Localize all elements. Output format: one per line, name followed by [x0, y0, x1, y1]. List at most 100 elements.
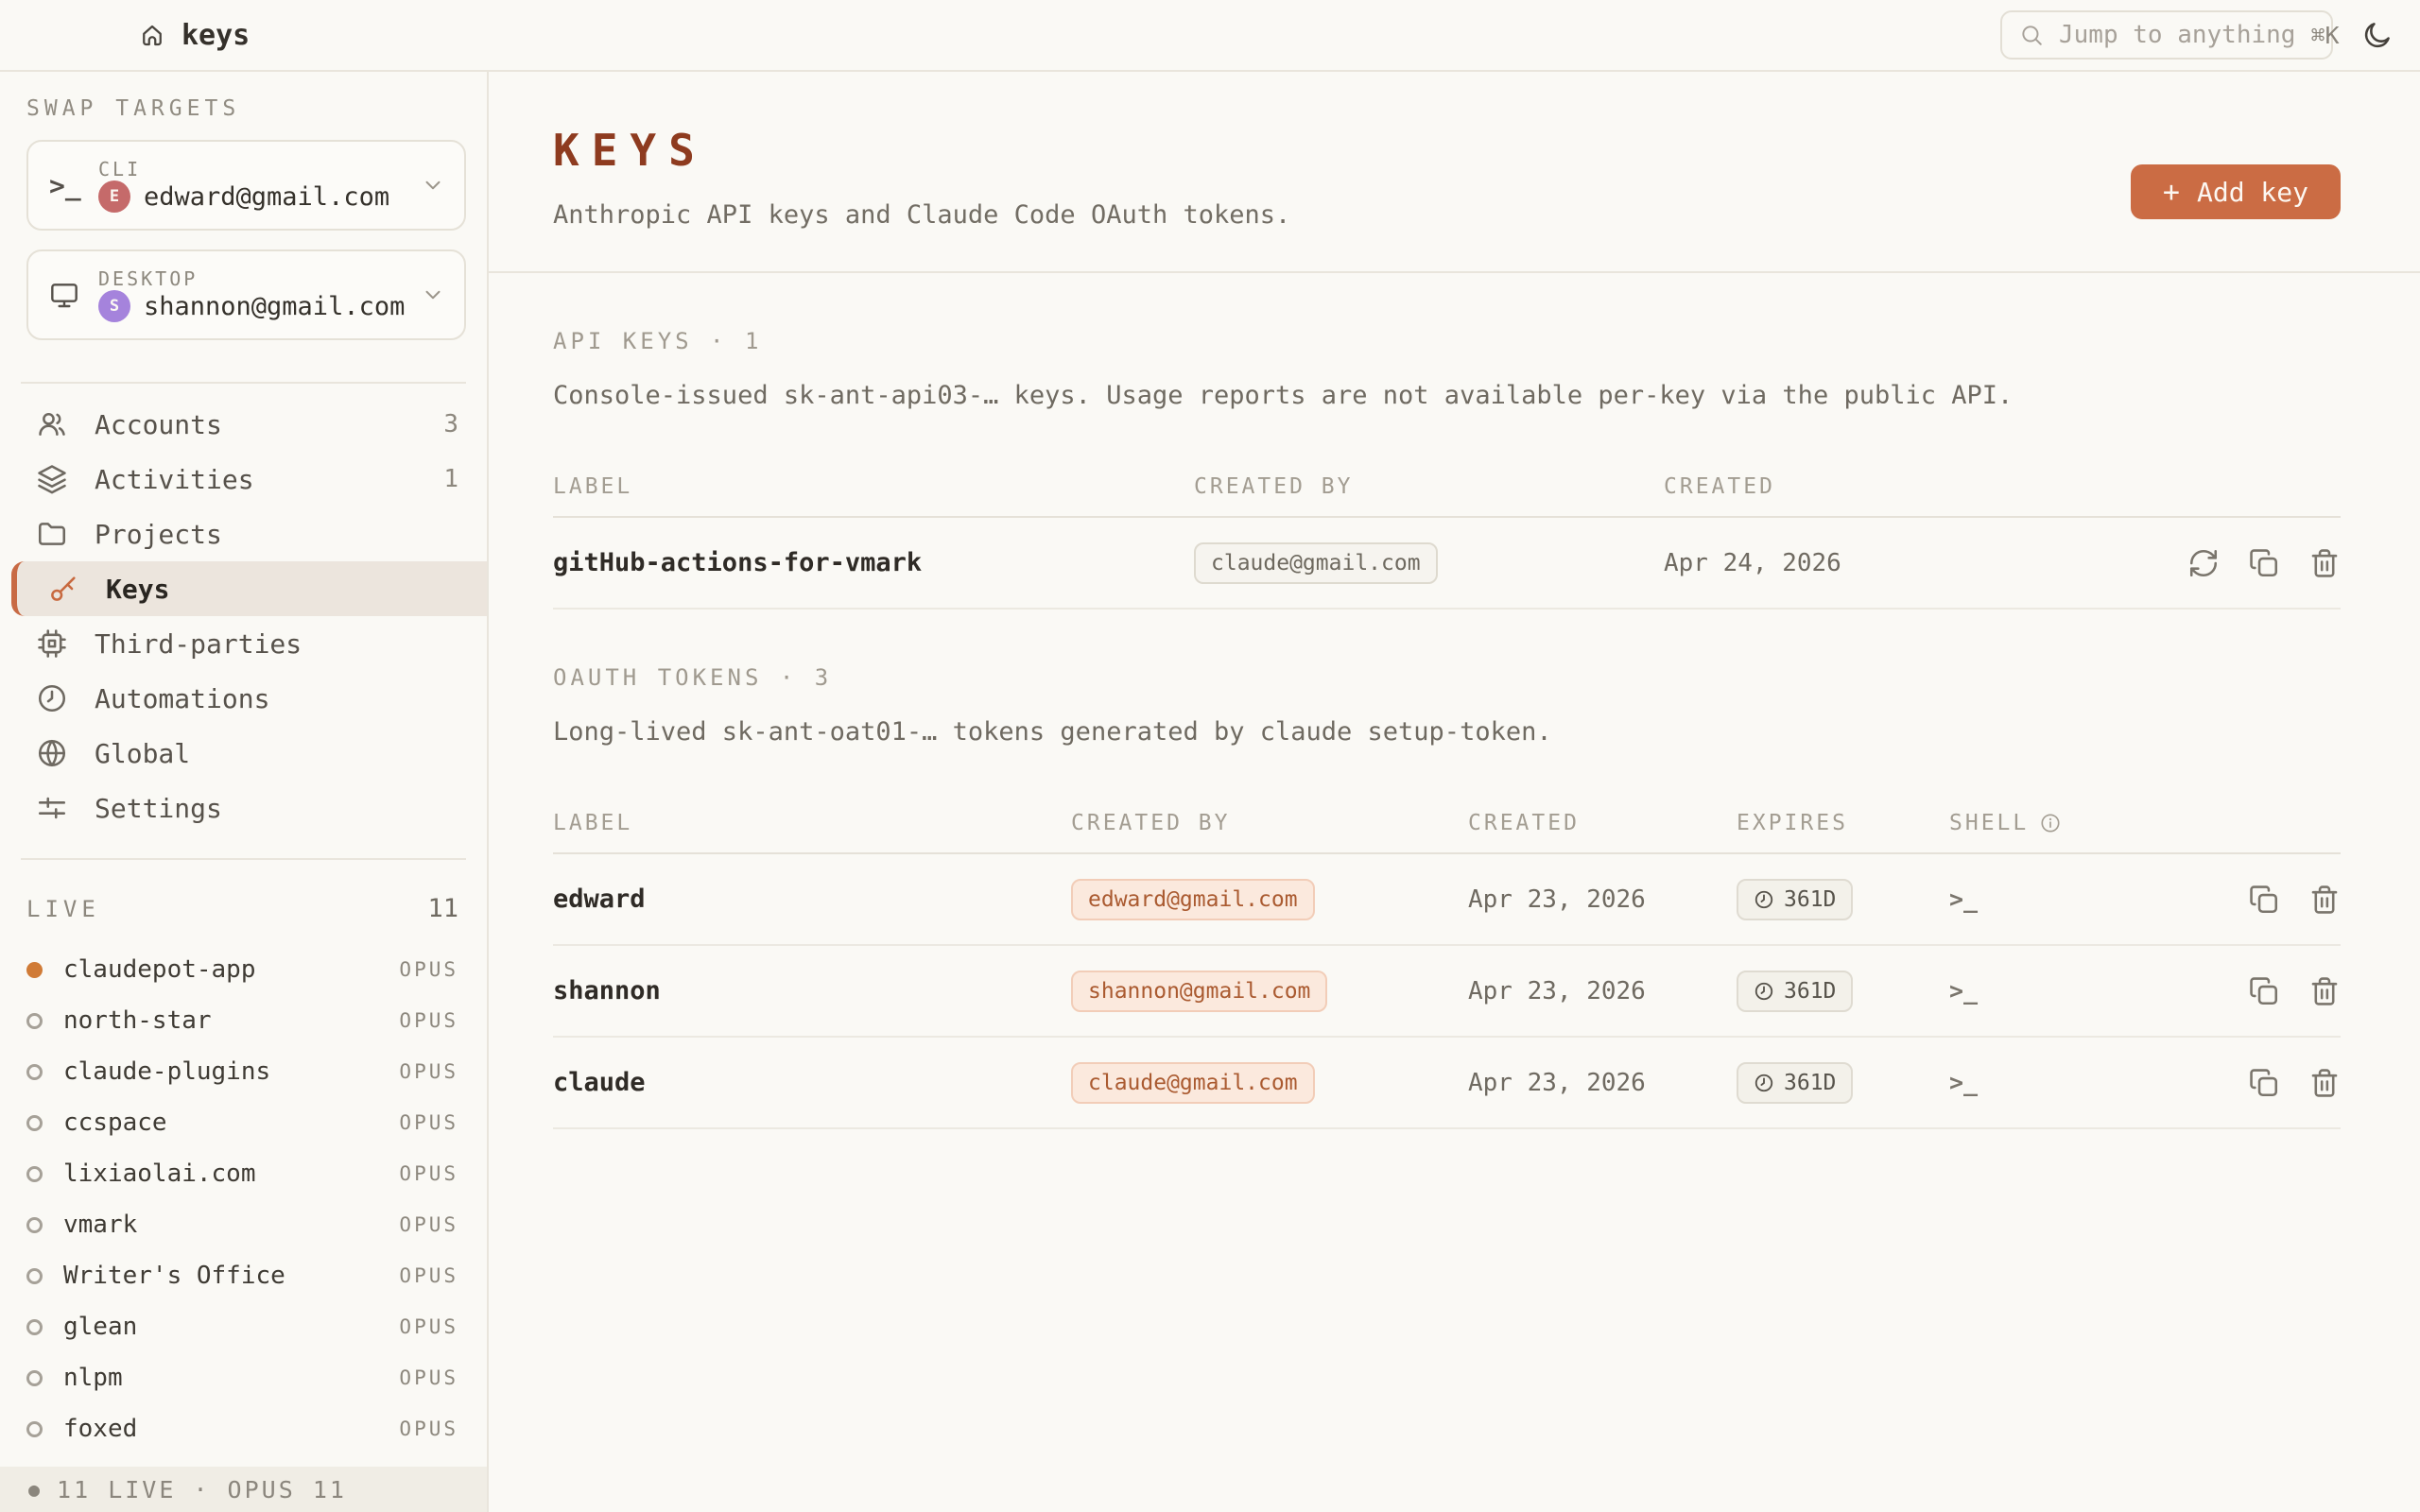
oauth-tokens-heading: OAUTH TOKENS · 3 — [553, 664, 833, 691]
add-key-button[interactable]: + Add key — [2130, 164, 2341, 219]
live-item-name: ccspace — [63, 1108, 167, 1137]
dark-mode-toggle[interactable] — [2361, 19, 2394, 51]
expires-badge: 361D — [1737, 878, 1854, 920]
add-key-label: Add key — [2196, 176, 2308, 208]
swap-target-cli[interactable]: >_ CLI E edward@gmail.com — [26, 140, 466, 231]
status-text: 11 LIVE · OPUS 11 — [57, 1475, 347, 1503]
sidebar-item-projects[interactable]: Projects — [0, 507, 487, 561]
sidebar-item-label: Settings — [95, 792, 222, 824]
live-item-name: Writer's Office — [63, 1262, 285, 1290]
table-row: shannon shannon@gmail.com Apr 23, 2026 3… — [553, 946, 2341, 1038]
chevron-down-icon — [421, 283, 445, 307]
sidebar-item-keys[interactable]: Keys — [11, 561, 487, 616]
live-item[interactable]: lixiaolai.com OPUS — [26, 1148, 458, 1199]
sidebar-item-label: Projects — [95, 518, 222, 550]
created-date: Apr 24, 2026 — [1664, 548, 1841, 577]
trash-icon — [2308, 1067, 2341, 1099]
info-icon[interactable] — [2040, 813, 2061, 833]
table-row: edward edward@gmail.com Apr 23, 2026 361… — [553, 854, 2341, 946]
clock-icon — [36, 682, 68, 714]
live-heading: LIVE — [26, 895, 100, 922]
expires-value: 361D — [1784, 886, 1837, 912]
trash-icon — [2308, 975, 2341, 1007]
created-date: Apr 23, 2026 — [1468, 1068, 1646, 1097]
expires-value: 361D — [1784, 1070, 1837, 1095]
avatar: E — [98, 180, 130, 213]
sidebar-item-settings[interactable]: Settings — [0, 781, 487, 835]
live-item[interactable]: foxed OPUS — [26, 1403, 458, 1454]
sidebar-item-activities[interactable]: Activities 1 — [0, 452, 487, 507]
oauth-tokens-table: LABEL CREATED BY CREATED EXPIRES SHELL e… — [553, 794, 2341, 1129]
delete-button[interactable] — [2308, 975, 2341, 1007]
live-item[interactable]: north-star OPUS — [26, 995, 458, 1046]
column-header-label: LABEL — [553, 474, 633, 499]
app-title: keys — [182, 18, 251, 52]
token-label: edward — [553, 885, 646, 914]
sidebar-item-label: Global — [95, 737, 191, 769]
oauth-tokens-section: OAUTH TOKENS · 3 Long-lived sk-ant-oat01… — [489, 610, 2420, 1129]
sidebar-item-automations[interactable]: Automations — [0, 671, 487, 726]
app-brand[interactable]: keys — [138, 19, 250, 52]
swap-targets-heading: SWAP TARGETS — [26, 96, 241, 121]
copy-button[interactable] — [2248, 1067, 2280, 1099]
table-header-row: LABEL CREATED BY CREATED — [553, 457, 2341, 518]
api-key-label: gitHub-actions-for-vmark — [553, 548, 923, 577]
sidebar-item-global[interactable]: Global — [0, 726, 487, 781]
live-item[interactable]: nlpm OPUS — [26, 1352, 458, 1403]
live-status-dot — [26, 961, 43, 978]
delete-button[interactable] — [2308, 884, 2341, 916]
target-email: shannon@gmail.com — [144, 291, 406, 321]
created-by-badge: edward@gmail.com — [1071, 878, 1315, 920]
live-item-model: OPUS — [399, 958, 458, 981]
oauth-tokens-description: Long-lived sk-ant-oat01-… tokens generat… — [553, 717, 1552, 747]
table-header-row: LABEL CREATED BY CREATED EXPIRES SHELL — [553, 794, 2341, 854]
copy-button[interactable] — [2248, 884, 2280, 916]
refresh-icon — [2187, 547, 2220, 579]
live-item-model: OPUS — [399, 1366, 458, 1389]
chevron-down-icon — [421, 173, 445, 198]
sidebar-item-third-parties[interactable]: Third-parties — [0, 616, 487, 671]
live-item[interactable]: ccspace OPUS — [26, 1097, 458, 1148]
expires-badge: 361D — [1737, 1061, 1854, 1104]
status-dot-icon: ● — [28, 1478, 41, 1501]
sidebar-item-accounts[interactable]: Accounts 3 — [0, 397, 487, 452]
delete-button[interactable] — [2308, 547, 2341, 579]
table-row: gitHub-actions-for-vmark claude@gmail.co… — [553, 518, 2341, 610]
swap-target-desktop[interactable]: DESKTOP S shannon@gmail.com — [26, 249, 466, 340]
live-item-name: glean — [63, 1313, 138, 1341]
live-item-name: nlpm — [63, 1364, 123, 1392]
clock-icon — [1754, 889, 1774, 910]
token-label: claude — [553, 1068, 646, 1097]
sidebar: SWAP TARGETS >_ CLI E edward@gmail.com — [0, 72, 489, 1512]
live-item[interactable]: claudepot-app OPUS — [26, 944, 458, 995]
monitor-icon — [49, 280, 98, 310]
column-header-shell: SHELL — [1949, 811, 2030, 835]
search-input[interactable]: Jump to anything ⌘K — [2000, 10, 2340, 60]
copy-button[interactable] — [2248, 547, 2280, 579]
target-kind-label: CLI — [98, 158, 142, 180]
live-item-name: lixiaolai.com — [63, 1160, 256, 1188]
sidebar-item-count: 1 — [443, 465, 458, 493]
live-item[interactable]: claude-plugins OPUS — [26, 1046, 458, 1097]
avatar: S — [98, 290, 130, 322]
live-status-dot — [26, 1114, 43, 1131]
live-status-dot — [26, 1012, 43, 1029]
live-item[interactable]: glean OPUS — [26, 1301, 458, 1352]
created-date: Apr 23, 2026 — [1468, 885, 1646, 914]
delete-button[interactable] — [2308, 1067, 2341, 1099]
live-section: LIVE 11 claudepot-app OPUS north-star OP… — [0, 860, 487, 1467]
live-item[interactable]: Writer's Office OPUS — [26, 1250, 458, 1301]
trash-icon — [2308, 547, 2341, 579]
refresh-button[interactable] — [2187, 547, 2220, 579]
trash-icon — [2308, 884, 2341, 916]
live-status-dot — [26, 1063, 43, 1080]
page-subtitle: Anthropic API keys and Claude Code OAuth… — [553, 200, 1291, 230]
live-item[interactable]: vmark OPUS — [26, 1199, 458, 1250]
live-item-name: claudepot-app — [63, 955, 256, 984]
main-divider — [489, 271, 2420, 273]
live-item[interactable]: OPUS — [26, 1454, 458, 1467]
copy-button[interactable] — [2248, 975, 2280, 1007]
live-item-name: vmark — [63, 1211, 138, 1239]
created-by-badge: shannon@gmail.com — [1071, 970, 1328, 1012]
live-item-name: claude-plugins — [63, 1057, 271, 1086]
